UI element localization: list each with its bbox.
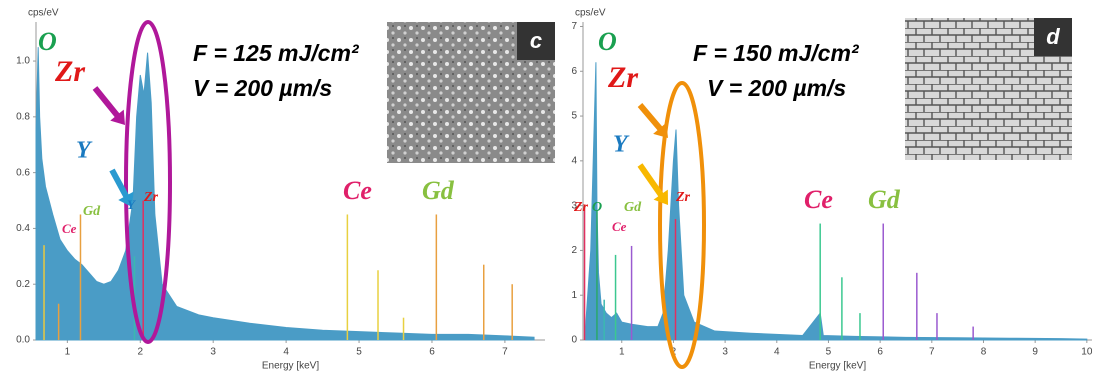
highlight <box>658 81 706 369</box>
y-tick-label: 0.4 <box>16 223 30 234</box>
element-label: Ce <box>612 219 627 234</box>
element-label: Gd <box>83 204 101 219</box>
x-axis-label: Energy [keV] <box>262 361 319 372</box>
x-tick-label: 7 <box>929 347 935 358</box>
x-tick-label: 4 <box>774 347 780 358</box>
arrow-head <box>653 122 668 138</box>
arrow-head <box>110 109 125 125</box>
element-label: Gd <box>624 200 642 215</box>
arrow <box>109 168 130 199</box>
y-tick-label: 3 <box>571 200 577 211</box>
arrow <box>637 163 665 198</box>
x-tick-label: 5 <box>356 347 362 358</box>
condition: V = 200 µm/s <box>707 75 846 101</box>
y-tick-label: 0.0 <box>16 335 30 346</box>
element-label: Ce <box>343 176 372 205</box>
y-tick-label: 1 <box>571 290 577 301</box>
x-axis-label: Energy [keV] <box>809 361 866 372</box>
y-tick-label: 5 <box>571 111 577 122</box>
y-tick-label: 0.8 <box>16 111 30 122</box>
x-tick-label: 1 <box>619 347 625 358</box>
x-tick-label: 3 <box>722 347 728 358</box>
y-tick-label: 7 <box>571 21 577 32</box>
y-tick-label: 4 <box>571 155 577 166</box>
arrow <box>637 103 664 132</box>
y-axis-label: cps/eV <box>575 8 606 19</box>
y-tick-label: 0.6 <box>16 167 30 178</box>
x-tick-label: 8 <box>981 347 987 358</box>
element-label: Y <box>76 138 93 164</box>
element-label: O <box>598 27 617 56</box>
x-tick-label: 9 <box>1032 347 1038 358</box>
x-tick-label: 6 <box>429 347 435 358</box>
arrow <box>92 86 121 119</box>
highlight <box>124 20 172 344</box>
element-label: O <box>592 200 602 215</box>
element-label: Y <box>127 197 136 212</box>
x-tick-label: 10 <box>1081 347 1093 358</box>
x-tick-label: 2 <box>137 347 143 358</box>
condition: F = 125 mJ/cm² <box>193 40 360 66</box>
x-tick-label: 1 <box>65 347 71 358</box>
element-label: Gd <box>868 185 901 214</box>
x-tick-label: 7 <box>502 347 508 358</box>
element-label: Ce <box>62 221 77 236</box>
y-tick-label: 0 <box>571 335 577 346</box>
inset-label: c <box>530 28 542 53</box>
element-label: Zr <box>607 61 638 94</box>
x-tick-label: 3 <box>210 347 216 358</box>
inset-tag <box>1034 18 1072 56</box>
element-label: Ce <box>804 185 833 214</box>
y-tick-label: 2 <box>571 245 577 256</box>
spectrum <box>35 47 535 341</box>
spectrum <box>585 62 1088 341</box>
y-tick-label: 1.0 <box>16 56 30 67</box>
y-tick-label: 0.2 <box>16 279 30 290</box>
arrow-head <box>118 191 134 207</box>
x-tick-label: 4 <box>283 347 289 358</box>
arrow-head <box>653 189 668 205</box>
element-label: O <box>38 27 57 56</box>
inset-tag <box>517 22 555 60</box>
element-label: Zr <box>675 190 691 205</box>
element-label: Gd <box>422 176 455 205</box>
x-tick-label: 5 <box>826 347 832 358</box>
condition: V = 200 µm/s <box>193 75 332 101</box>
inset-label: d <box>1046 24 1060 49</box>
x-tick-label: 6 <box>877 347 883 358</box>
element-label: Zr <box>143 190 159 205</box>
element-label: Zr <box>573 200 589 215</box>
element-label: Zr <box>54 55 85 88</box>
y-axis-label: cps/eV <box>28 8 59 19</box>
y-tick-label: 6 <box>571 66 577 77</box>
element-label: Y <box>613 132 630 158</box>
condition: F = 150 mJ/cm² <box>693 40 860 66</box>
